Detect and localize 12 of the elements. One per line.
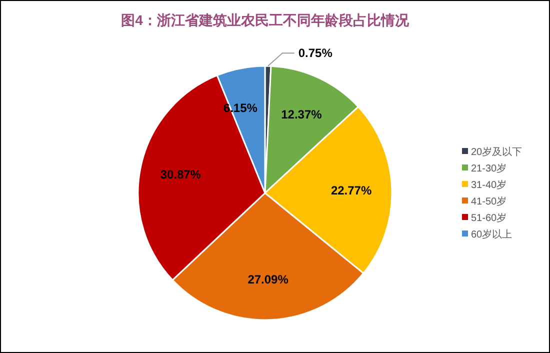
chart-title: 图4：浙江省建筑业农民工不同年龄段占比情况 — [121, 12, 410, 28]
legend-label: 31-40岁 — [471, 179, 507, 191]
legend-label: 51-60岁 — [471, 212, 507, 224]
data-label: 0.75% — [298, 46, 333, 60]
legend-label: 41-50岁 — [471, 196, 507, 208]
legend-label: 60岁以上 — [471, 228, 512, 240]
legend-label: 21-30岁 — [471, 162, 507, 174]
data-label: 30.87% — [160, 168, 202, 182]
legend-label: 20岁及以下 — [471, 146, 522, 158]
data-label: 12.37% — [281, 108, 322, 122]
data-label: 22.77% — [330, 183, 372, 198]
data-label: 27.09% — [248, 272, 289, 286]
